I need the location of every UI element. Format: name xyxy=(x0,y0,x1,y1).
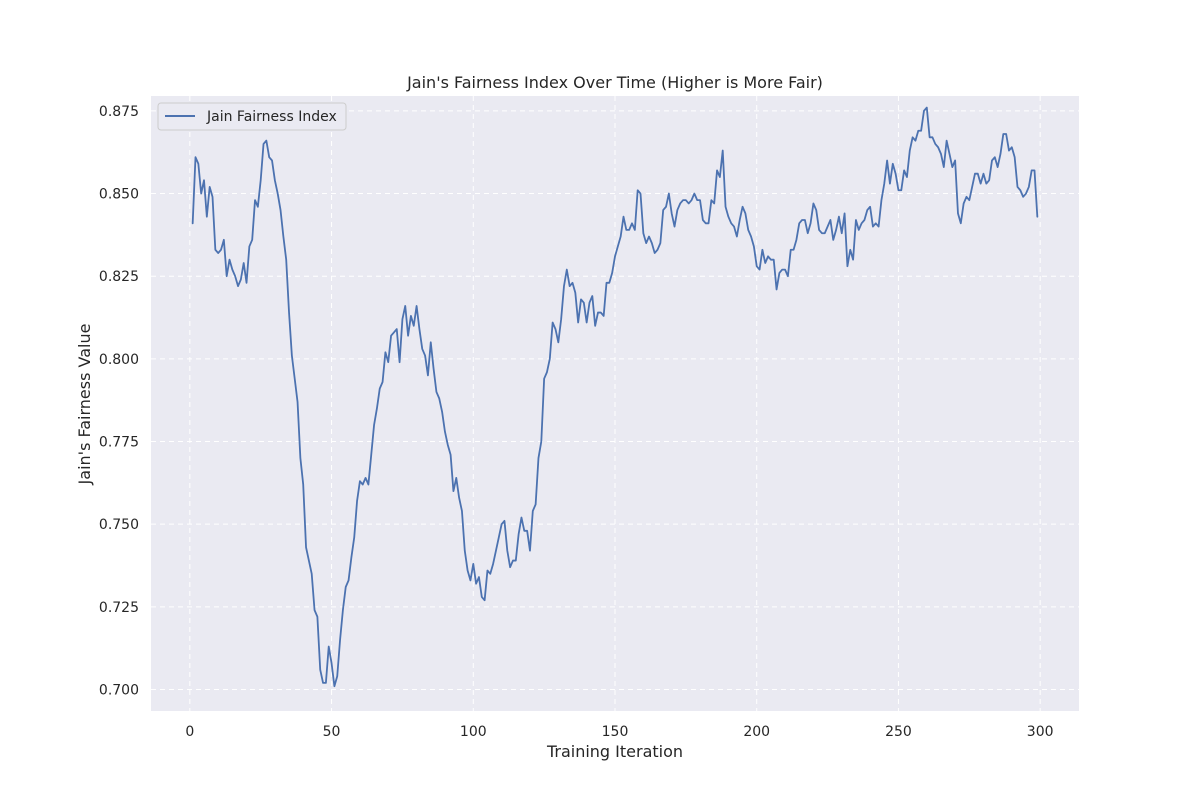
x-tick-label: 150 xyxy=(602,724,629,740)
y-tick-label: 0.825 xyxy=(99,269,139,285)
x-tick-label: 200 xyxy=(743,724,770,740)
series-line-jain-fairness-index xyxy=(191,106,1039,688)
legend-box xyxy=(157,102,347,131)
chart-title: Jain's Fairness Index Over Time (Higher … xyxy=(406,73,823,92)
x-axis-title: Training Iteration xyxy=(546,742,683,761)
x-tick-label: 100 xyxy=(460,724,487,740)
y-tick-label: 0.725 xyxy=(99,600,139,616)
y-tick-label: 0.775 xyxy=(99,435,139,451)
legend: Jain Fairness Index xyxy=(157,102,347,131)
x-tick-label: 0 xyxy=(185,724,194,740)
tick-labels: 0 50 100 150 200 250 300 0.700 0.725 0.750 0.775 0.… xyxy=(99,104,1054,740)
x-tick-label: 250 xyxy=(885,724,912,740)
y-tick-label: 0.875 xyxy=(99,104,139,120)
y-tick-label: 0.850 xyxy=(99,187,139,203)
y-tick-label: 0.800 xyxy=(99,352,139,368)
x-tick-label: 50 xyxy=(323,724,341,740)
series-layer xyxy=(191,106,1039,688)
y-tick-label: 0.700 xyxy=(99,683,139,699)
x-tick-label: 300 xyxy=(1027,724,1054,740)
y-axis-title: Jain's Fairness Value xyxy=(75,324,94,486)
legend-label: Jain Fairness Index xyxy=(206,109,337,125)
y-tick-label: 0.750 xyxy=(99,517,139,533)
